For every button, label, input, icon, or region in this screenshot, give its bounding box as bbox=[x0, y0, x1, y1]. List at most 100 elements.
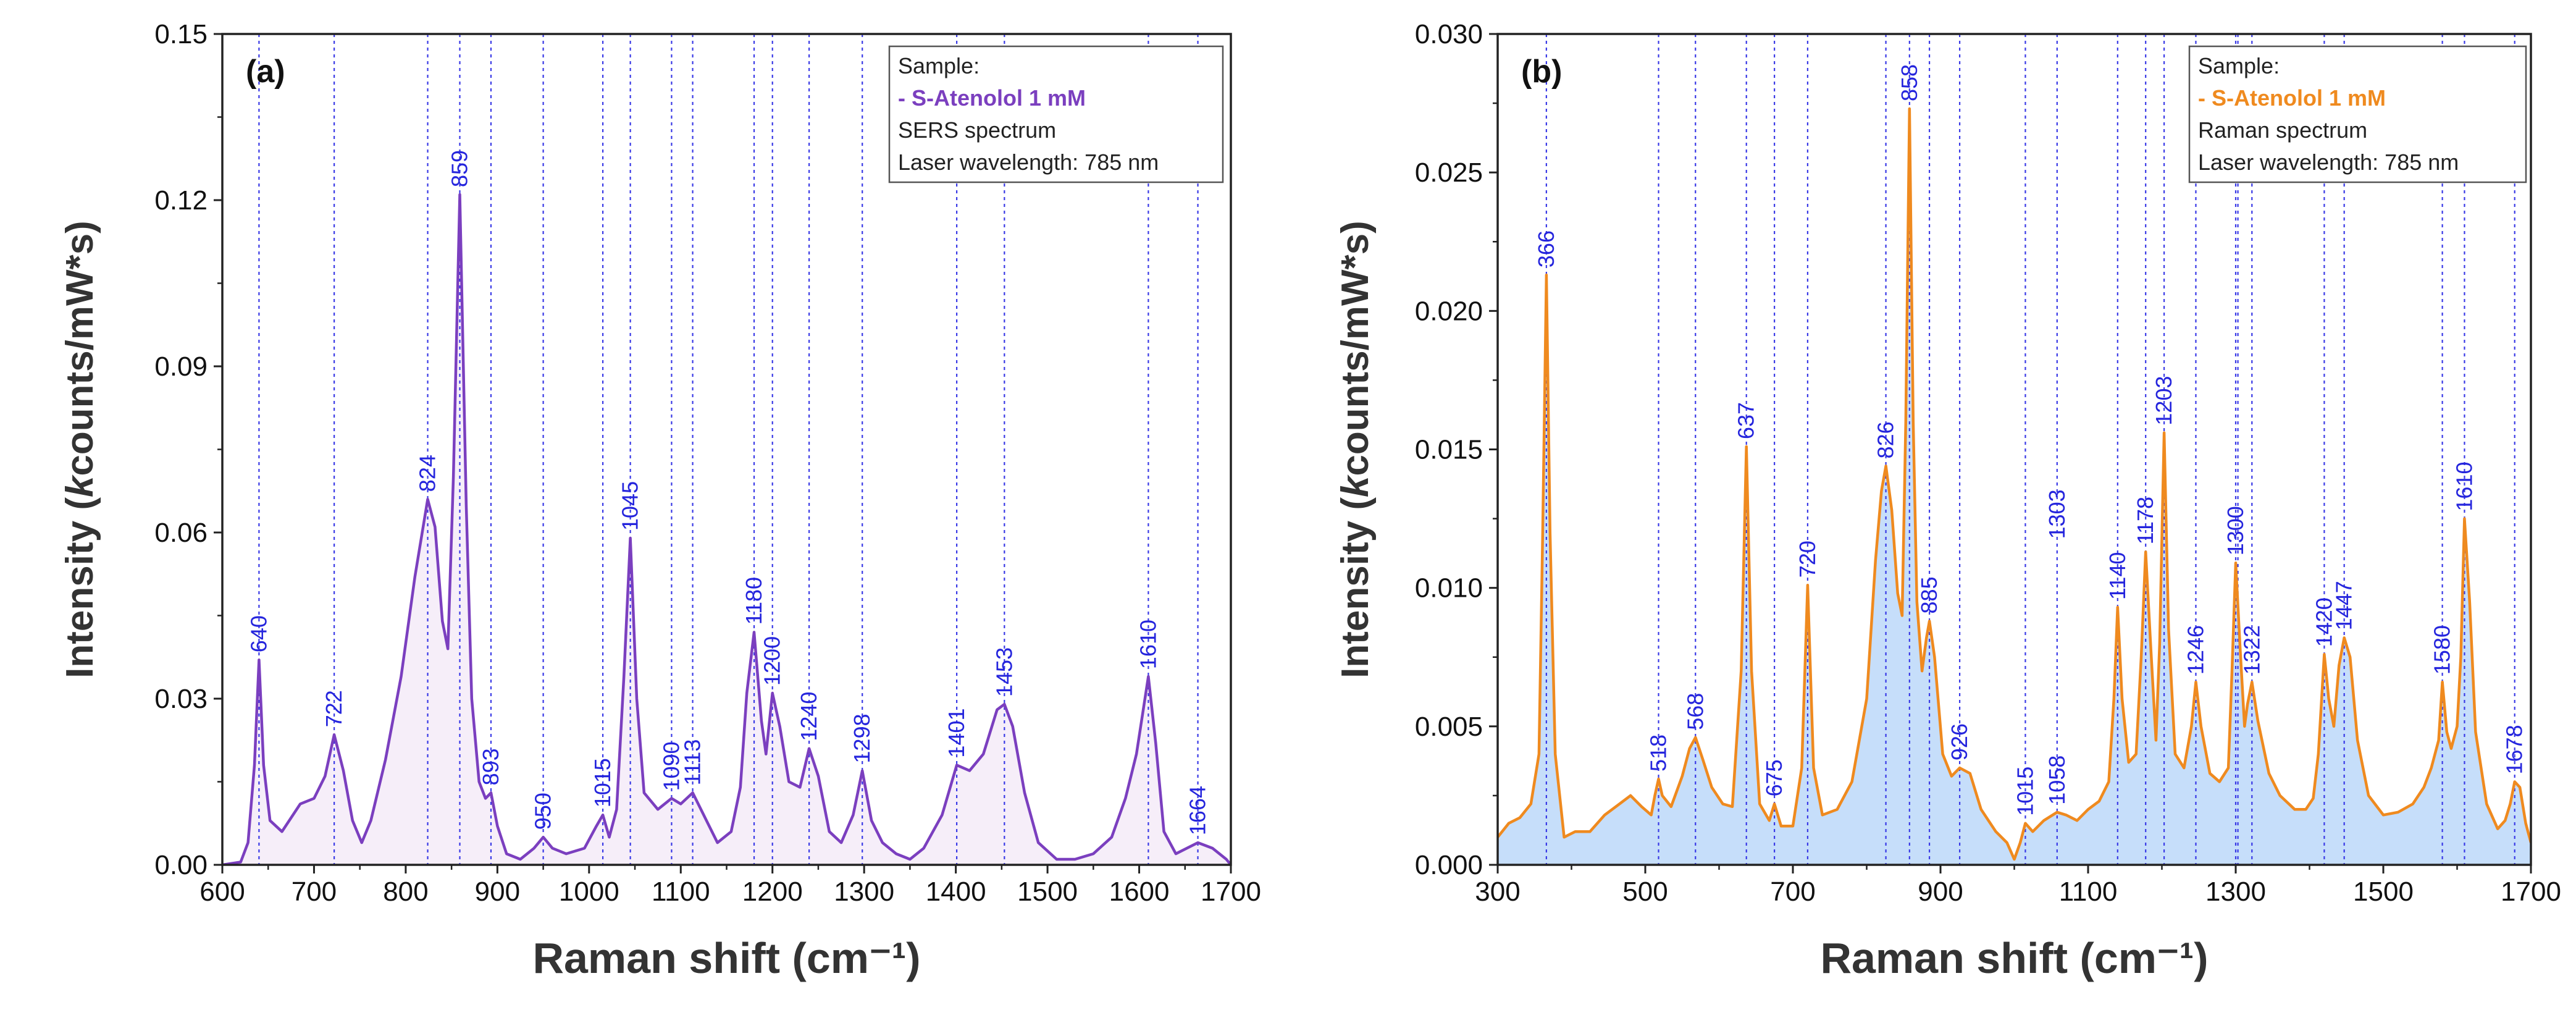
y-tick-label: 0.025 bbox=[1415, 158, 1483, 188]
peak-label-1045: 1045 bbox=[618, 481, 643, 531]
y-axis-title-part: Intensity ( bbox=[59, 497, 101, 678]
x-tick-label: 1200 bbox=[742, 877, 803, 907]
y-tick-label: 0.015 bbox=[1415, 435, 1483, 465]
peak-label-675: 675 bbox=[1761, 759, 1787, 796]
legend-line2: - S-Atenolol 1 mM bbox=[2198, 85, 2386, 111]
peak-label-1580: 1580 bbox=[2430, 625, 2455, 675]
peak-label-1246: 1246 bbox=[2183, 625, 2209, 675]
peak-label-1015: 1015 bbox=[590, 758, 615, 807]
x-tick-label: 1100 bbox=[2059, 877, 2118, 907]
peak-label-366: 366 bbox=[1533, 230, 1559, 267]
peak-label-568: 568 bbox=[1682, 693, 1708, 730]
legend-line3: Raman spectrum bbox=[2198, 117, 2367, 143]
peak-label-859: 859 bbox=[447, 150, 472, 187]
x-tick-label: 600 bbox=[199, 877, 245, 907]
x-tick-label: 1700 bbox=[2501, 877, 2561, 907]
x-tick-label: 1100 bbox=[652, 877, 710, 907]
y-axis-title-part: s) bbox=[1334, 221, 1377, 255]
peak-label-1240: 1240 bbox=[796, 692, 821, 741]
peak-label-1178: 1178 bbox=[2133, 497, 2158, 544]
peak-label-1200: 1200 bbox=[760, 636, 785, 686]
x-tick-label: 1700 bbox=[1201, 877, 1261, 907]
peak-label-1420: 1420 bbox=[2311, 597, 2336, 647]
y-tick-label: 0.12 bbox=[154, 185, 208, 216]
spectrum-fill bbox=[1498, 109, 2531, 865]
peak-label-824: 824 bbox=[415, 455, 440, 492]
legend-line2: - S-Atenolol 1 mM bbox=[898, 85, 1086, 111]
y-tick-label: 0.010 bbox=[1415, 573, 1483, 604]
spectrum-fill bbox=[222, 195, 1231, 865]
peak-label-1298: 1298 bbox=[849, 714, 875, 764]
y-tick-label: 0.06 bbox=[154, 518, 208, 548]
legend-line3: SERS spectrum bbox=[898, 117, 1056, 143]
peak-label-1058: 1058 bbox=[2044, 755, 2070, 805]
peak-label-1453: 1453 bbox=[991, 647, 1017, 697]
panel-label: (a) bbox=[246, 54, 285, 90]
peak-label-1203: 1203 bbox=[2151, 376, 2176, 426]
y-tick-label: 0.030 bbox=[1415, 19, 1483, 49]
legend-line1: Sample: bbox=[898, 53, 980, 78]
legend: Sample: - S-Atenolol 1 mM Raman spectrum La… bbox=[2188, 45, 2527, 183]
peak-label-1303: 1303 bbox=[2044, 489, 2070, 539]
x-tick-label: 700 bbox=[292, 877, 337, 907]
peak-label-1401: 1401 bbox=[944, 709, 969, 758]
x-tick-label: 700 bbox=[1770, 877, 1815, 907]
y-axis-title-part: Intensity ( bbox=[1334, 497, 1377, 678]
peak-label-1090: 1090 bbox=[658, 741, 684, 791]
spectrum-line bbox=[222, 193, 1231, 865]
peak-label-950: 950 bbox=[531, 793, 556, 830]
x-tick-label: 1600 bbox=[1109, 877, 1170, 907]
peak-label-1113: 1113 bbox=[680, 739, 705, 786]
panel-label: (b) bbox=[1521, 54, 1562, 90]
chart-panel-b: 366 518 568 637 675 720 826 858 885 926 1015 1058 13… bbox=[1334, 19, 2561, 982]
peak-label-1610: 1610 bbox=[1135, 620, 1160, 669]
y-axis-title-part: counts/mW bbox=[1334, 269, 1377, 476]
peak-label-1015: 1015 bbox=[2012, 767, 2037, 816]
legend-line1: Sample: bbox=[2198, 53, 2280, 78]
y-axis-title-part: * bbox=[1334, 254, 1377, 269]
y-tick-label: 0.09 bbox=[154, 351, 208, 382]
peak-label-722: 722 bbox=[321, 690, 346, 727]
peak-label-518: 518 bbox=[1646, 734, 1671, 772]
y-tick-label: 0.00 bbox=[154, 850, 208, 880]
peak-label-1322: 1322 bbox=[2239, 625, 2264, 675]
x-tick-label: 900 bbox=[475, 877, 520, 907]
x-tick-label: 1000 bbox=[559, 877, 619, 907]
y-tick-label: 0.000 bbox=[1415, 850, 1483, 880]
x-tick-label: 900 bbox=[1918, 877, 1963, 907]
peak-label-1300: 1300 bbox=[2223, 506, 2248, 555]
y-tick-label: 0.03 bbox=[154, 684, 208, 714]
peak-label-1678: 1678 bbox=[2502, 725, 2527, 774]
legend-line4: Laser wavelength: 785 nm bbox=[898, 149, 1159, 175]
legend-frame bbox=[888, 45, 1224, 183]
x-tick-label: 1300 bbox=[834, 877, 894, 907]
x-tick-label: 500 bbox=[1622, 877, 1668, 907]
peak-label-858: 858 bbox=[1897, 64, 1922, 101]
peak-label-720: 720 bbox=[1795, 541, 1820, 578]
y-axis-title-part: * bbox=[59, 254, 101, 269]
y-tick-label: 0.15 bbox=[154, 19, 208, 49]
peak-label-926: 926 bbox=[1947, 723, 1972, 760]
spectrum-line bbox=[1498, 107, 2531, 861]
peak-label-640: 640 bbox=[246, 615, 271, 652]
x-axis-title: Raman shift (cm⁻¹) bbox=[532, 934, 920, 982]
x-tick-label: 1500 bbox=[1017, 877, 1078, 907]
peak-label-637: 637 bbox=[1734, 402, 1759, 439]
peak-label-1447: 1447 bbox=[2331, 581, 2357, 630]
x-tick-label: 1500 bbox=[2353, 877, 2414, 907]
y-tick-label: 0.020 bbox=[1415, 296, 1483, 326]
x-axis-title: Raman shift (cm⁻¹) bbox=[1820, 934, 2208, 982]
peak-label-1140: 1140 bbox=[2105, 552, 2130, 600]
y-axis-title-part: k bbox=[59, 474, 101, 497]
peak-label-893: 893 bbox=[478, 748, 503, 785]
peak-label-1664: 1664 bbox=[1185, 786, 1210, 835]
x-tick-label: 1300 bbox=[2205, 877, 2266, 907]
legend: Sample: - S-Atenolol 1 mM SERS spectrum Las… bbox=[888, 45, 1224, 183]
x-tick-label: 800 bbox=[383, 877, 428, 907]
peak-label-885: 885 bbox=[1916, 576, 1942, 613]
y-axis-title-part: counts/mW bbox=[59, 269, 101, 476]
y-axis-title: Intensity (kcounts/mW*s) bbox=[1334, 221, 1377, 678]
peak-label-1610: 1610 bbox=[2451, 462, 2477, 511]
